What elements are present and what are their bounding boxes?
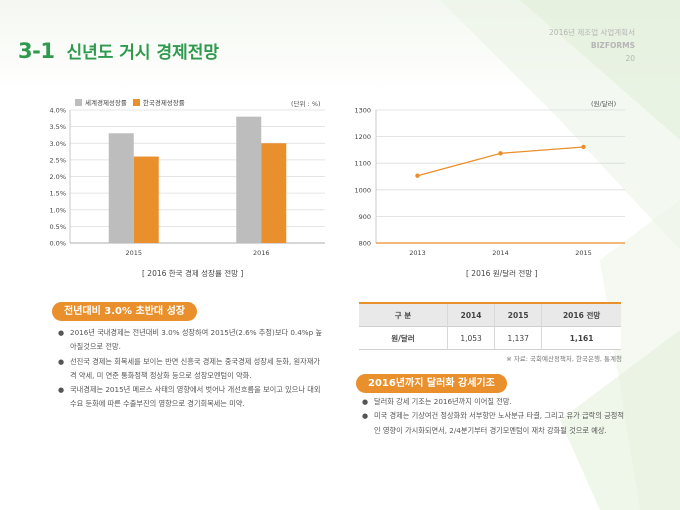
x-tick-label: 2013 [409,249,426,257]
y-tick-label: 0.0% [49,240,66,248]
header-meta: 2016년 제조업 사업계획서 BIZFORMS 20 [549,26,635,65]
x-tick-label: 2015 [575,249,592,257]
section-number: 3-1 [18,39,55,63]
legend-label-korea: 한국경제성장률 [142,99,185,107]
table-header-cell: 구 분 [359,303,448,327]
table-row: 원/달러 1,053 1,137 1,161 [359,326,621,350]
y-tick-label: 1.5% [49,190,66,198]
y-tick-label: 1.0% [49,206,66,214]
y-tick-label: 2.5% [49,156,66,164]
bar-chart-unit: (단위 : %) [291,100,321,108]
data-point [581,144,586,150]
y-tick-label: 0.5% [49,223,66,231]
table-source: ※ 자료: 국회예산정책처, 한국은행, 통계청 [506,355,622,363]
table-cell: 1,137 [494,326,543,350]
y-tick-label: 3.5% [49,123,66,131]
table-cell: 원/달러 [359,326,448,350]
table-cell: 1,161 [569,333,594,343]
bar-chart-caption: [ 2016 한국 경제 성장률 전망 ] [142,269,244,278]
brand-name: BIZFORMS [590,41,635,50]
legend-swatch-gray [75,98,82,106]
section-pill-growth: 전년대비 3.0% 초반대 성장 [52,302,197,321]
legend-item-korea: 한국경제성장률 [132,97,185,107]
y-tick-label: 1100 [354,160,371,168]
y-tick-label: 800 [359,240,371,248]
data-point [415,173,420,178]
data-point [498,151,503,156]
page-number: 20 [625,54,635,63]
legend-swatch-orange [132,98,140,106]
line-chart-unit: (원/달러) [591,100,617,108]
exchange-rate-table: 구 분 2014 2015 2016 전망 원/달러 1,053 1,137 1… [359,302,621,350]
y-tick-label: 900 [359,213,371,221]
line-chart: 800 900 1000 1100 1200 1300 2013 2014 2015 [354,107,625,257]
bar-world [236,116,262,243]
bar-korea [133,156,159,243]
legend-item-world: 세계경제성장률 [75,97,127,107]
y-tick-label: 1000 [354,186,371,194]
section-title: 신년도 거시 경제전망 [66,43,220,63]
bar-chart-legend: 세계경제성장률 한국경제성장률 [75,97,191,107]
growth-bullet-list: 2016년 국내경제는 전년대비 3.0% 성장하여 2015년(2.6% 추정… [58,326,323,412]
table-header-cell: 2016 전망 [562,310,601,320]
bar-korea [261,143,287,243]
table-header-row: 구 분 2014 2015 2016 전망 [359,303,621,327]
x-tick-label: 2016 [253,249,270,257]
bar-world [108,133,134,243]
list-item: 2016년 국내경제는 전년대비 3.0% 성장하여 2015년(2.6% 추정… [58,326,323,355]
table-header-cell: 2014 [447,303,496,327]
y-tick-label: 1300 [354,107,371,115]
table-cell: 1,053 [447,326,496,350]
section-pill-dollar: 2016년까지 달러화 강세기조 [356,374,507,393]
y-tick-label: 2.0% [49,173,66,181]
list-item: 미국 경제는 기상여건 정상화와 서부항만 노사분규 타결, 그리고 유가 급락… [362,409,624,438]
list-item: 국내경제는 2015년 메르스 사태의 영향에서 벗어나 개선흐름을 보이고 있… [58,383,323,412]
y-tick-label: 4.0% [49,107,66,115]
y-tick-label: 1200 [354,133,371,141]
list-item: 선진국 경제는 회복세를 보이는 반면 신흥국 경제는 중국경제 성장세 둔화,… [58,355,323,384]
legend-label-world: 세계경제성장률 [85,99,127,107]
list-item: 달러화 강세 기조는 2016년까지 이어질 전망. [362,395,624,410]
y-tick-label: 3.0% [49,140,66,148]
x-tick-label: 2015 [125,249,142,257]
line-chart-caption: [ 2016 원/달러 전망 ] [466,269,538,278]
page-title: 3-1 신년도 거시 경제전망 [18,38,219,63]
bar-chart: 0.0% 0.5% 1.0% 1.5% 2.0% 2.5% 3.0% 3.5% 4.0% 2015… [49,107,325,257]
dollar-bullet-list: 달러화 강세 기조는 2016년까지 이어질 전망. 미국 경제는 기상여건 정… [362,395,624,438]
document-title: 2016년 제조업 사업계획서 [549,28,635,37]
table-header-cell: 2015 [494,303,543,327]
x-tick-label: 2014 [492,249,509,257]
